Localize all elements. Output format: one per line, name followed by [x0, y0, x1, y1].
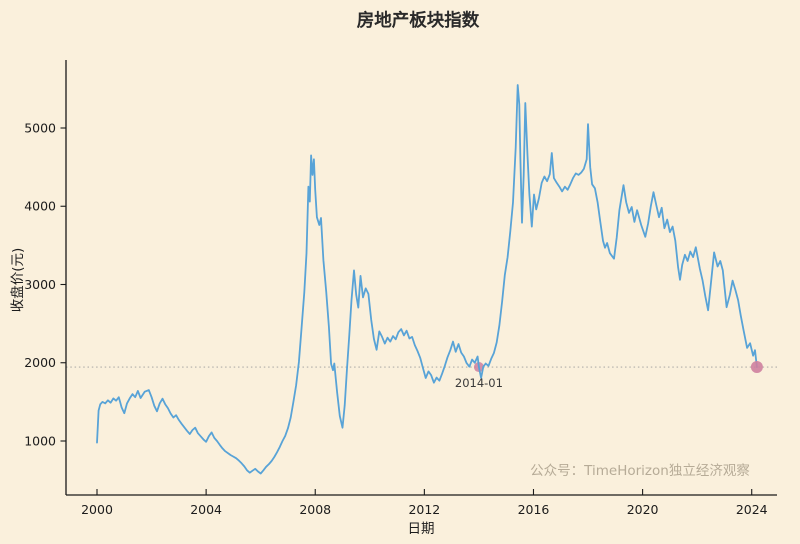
y-tick-label: 4000: [24, 199, 56, 214]
x-tick-label: 2000: [81, 502, 113, 517]
annotation-2014-01: 2014-01: [455, 376, 503, 390]
x-tick-label: 2004: [190, 502, 222, 517]
x-tick-label: 2016: [518, 502, 550, 517]
y-axis-label: 收盘价(元): [9, 248, 26, 313]
x-tick-label: 2012: [408, 502, 440, 517]
y-tick-label: 2000: [24, 355, 56, 370]
y-tick-label: 5000: [24, 120, 56, 135]
watermark: 公众号：TimeHorizon独立经济观察: [530, 462, 750, 479]
x-axis-label: 日期: [408, 521, 435, 537]
plot-area: 1000 2000 3000 4000 5000 2000 2004 2008 2012 2016…: [24, 60, 777, 517]
x-tick-label: 2024: [736, 502, 768, 517]
y-tick-label: 3000: [24, 277, 56, 292]
x-tick-label: 2008: [299, 502, 331, 517]
marker-latest: [750, 361, 763, 374]
y-tick-label: 1000: [24, 433, 56, 448]
x-tick-label: 2020: [627, 502, 659, 517]
price-line: [96, 84, 758, 475]
chart-title: 房地产板块指数: [357, 10, 480, 31]
